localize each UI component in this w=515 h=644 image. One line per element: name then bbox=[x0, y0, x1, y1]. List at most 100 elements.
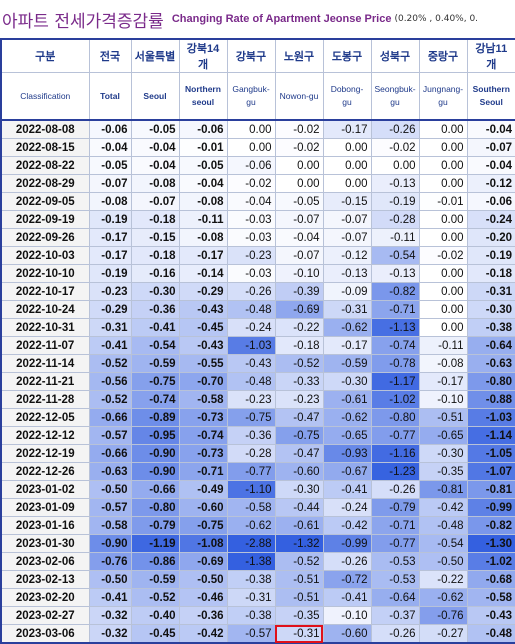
value-cell: -0.05 bbox=[88, 156, 132, 175]
value-cell: -0.61 bbox=[322, 390, 372, 409]
value-cell: -0.07 bbox=[466, 138, 515, 157]
value-cell: 0.00 bbox=[226, 119, 276, 139]
value-cell: -0.19 bbox=[88, 210, 132, 229]
value-cell: -0.54 bbox=[418, 534, 468, 553]
value-cell: -0.04 bbox=[88, 138, 132, 157]
value-cell: -0.36 bbox=[226, 426, 276, 445]
value-cell: -0.45 bbox=[130, 624, 180, 644]
date-cell: 2022-08-08 bbox=[0, 119, 90, 139]
value-cell: -0.31 bbox=[88, 318, 132, 337]
value-cell: -0.32 bbox=[88, 624, 132, 644]
value-cell: -0.50 bbox=[88, 570, 132, 589]
value-cell: -0.33 bbox=[274, 372, 324, 391]
data-row: 2022-08-22 -0.05 -0.04 -0.05 -0.06 0.00 0.00 0.… bbox=[0, 156, 515, 175]
value-cell: -0.07 bbox=[274, 210, 324, 229]
value-cell: -0.16 bbox=[130, 264, 180, 283]
value-cell: -0.08 bbox=[418, 354, 468, 373]
value-cell: -0.07 bbox=[88, 174, 132, 193]
value-cell: -1.17 bbox=[370, 372, 420, 391]
title-bar: 아파트 전세가격증감률 Changing Rate of Apartment J… bbox=[0, 0, 515, 38]
value-cell: -0.07 bbox=[274, 246, 324, 265]
data-row: 2022-12-26 -0.63 -0.90 -0.71 -0.77 -0.60 -0.67… bbox=[0, 462, 515, 481]
value-cell: -0.71 bbox=[370, 300, 420, 319]
value-cell: -0.52 bbox=[274, 354, 324, 373]
value-cell: -0.18 bbox=[466, 264, 515, 283]
data-row: 2022-08-15 -0.04 -0.04 -0.01 0.00 -0.02 0.00 -0… bbox=[0, 138, 515, 157]
value-cell: -0.48 bbox=[466, 624, 515, 644]
column-header-english: Total bbox=[88, 72, 132, 121]
value-cell: -0.23 bbox=[226, 390, 276, 409]
value-cell: -0.26 bbox=[322, 552, 372, 571]
value-cell: -0.13 bbox=[370, 264, 420, 283]
value-cell: -1.23 bbox=[370, 462, 420, 481]
date-cell: 2022-08-29 bbox=[0, 174, 90, 193]
value-cell: -0.29 bbox=[88, 300, 132, 319]
data-row: 2022-11-28 -0.52 -0.74 -0.58 -0.23 -0.23 -0.61… bbox=[0, 390, 515, 409]
value-cell: -0.10 bbox=[418, 390, 468, 409]
date-cell: 2023-02-27 bbox=[0, 606, 90, 625]
value-cell: -0.05 bbox=[130, 119, 180, 139]
value-cell: -0.06 bbox=[466, 192, 515, 211]
value-cell: -0.56 bbox=[88, 372, 132, 391]
value-cell: -0.07 bbox=[322, 210, 372, 229]
value-cell: -0.59 bbox=[130, 354, 180, 373]
value-cell: -0.86 bbox=[130, 552, 180, 571]
column-header-korean: 강남11개 bbox=[466, 38, 515, 73]
column-header-english: Nowon-gu bbox=[274, 72, 324, 121]
value-cell: -0.95 bbox=[130, 426, 180, 445]
value-cell: -0.04 bbox=[178, 174, 228, 193]
value-cell: 0.00 bbox=[418, 300, 468, 319]
value-cell: -0.54 bbox=[130, 336, 180, 355]
value-cell: -0.99 bbox=[466, 498, 515, 517]
value-cell: -0.60 bbox=[322, 624, 372, 644]
column-header-korean: 중랑구 bbox=[418, 38, 468, 73]
value-cell: -1.03 bbox=[466, 408, 515, 427]
value-cell: -0.15 bbox=[322, 192, 372, 211]
value-cell: -0.07 bbox=[322, 228, 372, 247]
column-header-korean: 구분 bbox=[0, 38, 90, 73]
value-cell: -0.02 bbox=[418, 246, 468, 265]
value-cell: -0.79 bbox=[370, 498, 420, 517]
value-cell: -1.38 bbox=[226, 552, 276, 571]
data-row: 2022-11-07 -0.41 -0.54 -0.43 -1.03 -0.18 -0.17… bbox=[0, 336, 515, 355]
value-cell: -0.36 bbox=[130, 300, 180, 319]
value-cell: -0.18 bbox=[130, 246, 180, 265]
title-english: Changing Rate of Apartment Jeonse Price bbox=[171, 13, 392, 25]
value-cell: -0.09 bbox=[322, 282, 372, 301]
value-cell: -0.43 bbox=[466, 606, 515, 625]
value-cell: -1.02 bbox=[370, 390, 420, 409]
value-cell: -0.30 bbox=[274, 480, 324, 499]
value-cell: -0.73 bbox=[178, 408, 228, 427]
date-cell: 2022-10-10 bbox=[0, 264, 90, 283]
data-row: 2022-12-12 -0.57 -0.95 -0.74 -0.36 -0.75 -0.65… bbox=[0, 426, 515, 445]
value-cell: -0.39 bbox=[274, 282, 324, 301]
date-cell: 2022-12-05 bbox=[0, 408, 90, 427]
value-cell: -0.23 bbox=[88, 282, 132, 301]
value-cell: -0.82 bbox=[370, 282, 420, 301]
value-cell: -0.04 bbox=[466, 119, 515, 139]
value-cell: -0.17 bbox=[88, 246, 132, 265]
date-cell: 2022-10-03 bbox=[0, 246, 90, 265]
data-row: 2022-10-31 -0.31 -0.41 -0.45 -0.24 -0.22 -0.62… bbox=[0, 318, 515, 337]
value-cell: -0.88 bbox=[466, 390, 515, 409]
value-cell: -0.51 bbox=[418, 408, 468, 427]
value-cell: -0.73 bbox=[178, 444, 228, 463]
value-cell: -0.81 bbox=[418, 480, 468, 499]
value-cell: -0.30 bbox=[322, 372, 372, 391]
column-header-korean: 강북구 bbox=[226, 38, 276, 73]
value-cell: -0.05 bbox=[274, 192, 324, 211]
value-cell: -0.35 bbox=[274, 606, 324, 625]
value-cell: 0.00 bbox=[418, 264, 468, 283]
value-cell: -0.59 bbox=[130, 570, 180, 589]
value-cell: -0.02 bbox=[370, 138, 420, 157]
value-cell: -0.26 bbox=[370, 119, 420, 139]
value-cell: -0.61 bbox=[274, 516, 324, 535]
value-cell: -0.63 bbox=[88, 462, 132, 481]
date-cell: 2022-12-26 bbox=[0, 462, 90, 481]
value-cell: -0.52 bbox=[88, 390, 132, 409]
value-cell: -0.11 bbox=[418, 336, 468, 355]
value-cell: -0.08 bbox=[130, 174, 180, 193]
value-cell: -0.68 bbox=[466, 570, 515, 589]
date-cell: 2022-09-26 bbox=[0, 228, 90, 247]
value-cell: -0.36 bbox=[178, 606, 228, 625]
